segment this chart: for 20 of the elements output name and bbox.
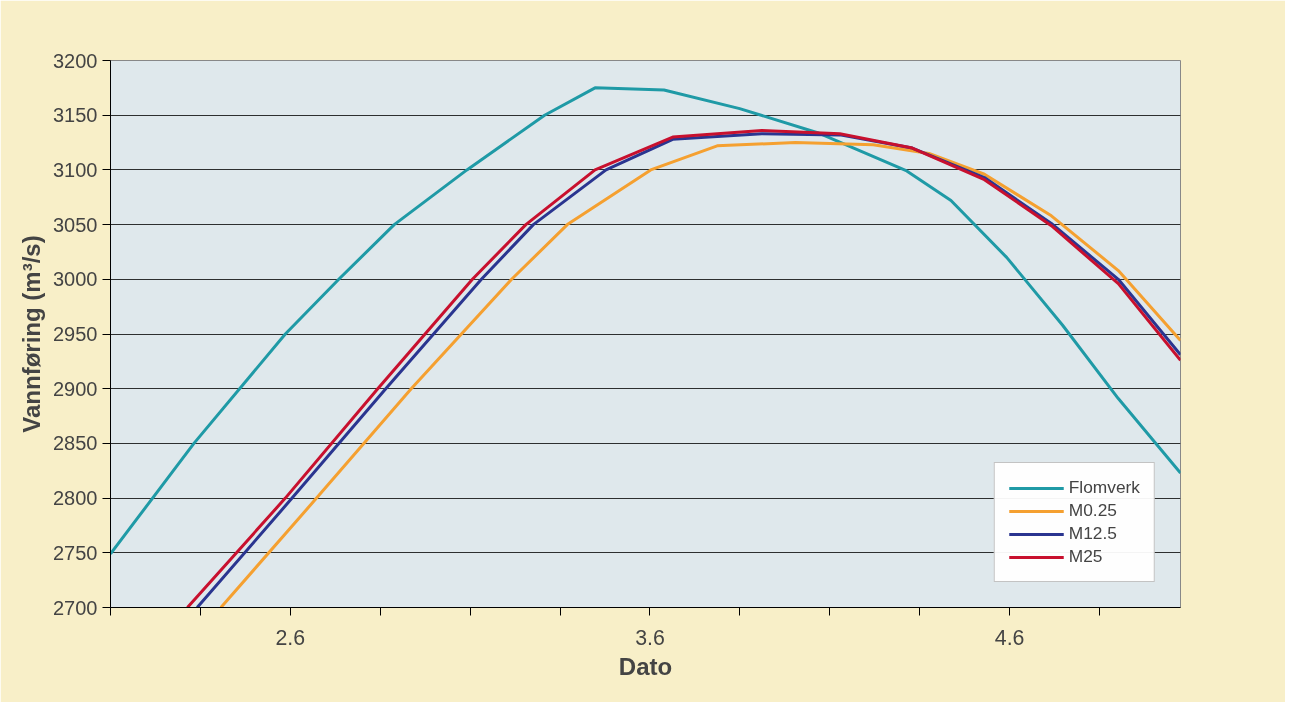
y-tick-label: 3100: [53, 158, 98, 181]
y-tick-label: 3050: [53, 213, 98, 236]
y-tick-label: 3200: [53, 49, 98, 72]
legend-label: M0.25: [1068, 500, 1117, 521]
x-tick-label: 3.6: [635, 625, 665, 650]
y-tick-label: 2750: [53, 541, 98, 564]
y-tick-label: 2850: [53, 432, 98, 455]
y-tick-label: 2900: [53, 377, 98, 400]
legend-label: M12.5: [1068, 523, 1117, 544]
y-axis-title: Vannføring (m³/s): [18, 235, 46, 433]
x-tick-label: 4.6: [994, 625, 1025, 650]
legend-label: Flomverk: [1068, 477, 1140, 498]
y-tick-label: 3000: [53, 268, 98, 291]
y-tick-label: 2700: [53, 596, 98, 619]
y-tick-label: 3150: [53, 104, 98, 127]
y-tick-label: 2800: [53, 487, 98, 510]
x-tick-label: 2.6: [275, 625, 306, 650]
legend-label: M25: [1068, 546, 1103, 567]
x-axis-title: Dato: [618, 652, 673, 680]
y-tick-label: 2950: [53, 323, 98, 345]
